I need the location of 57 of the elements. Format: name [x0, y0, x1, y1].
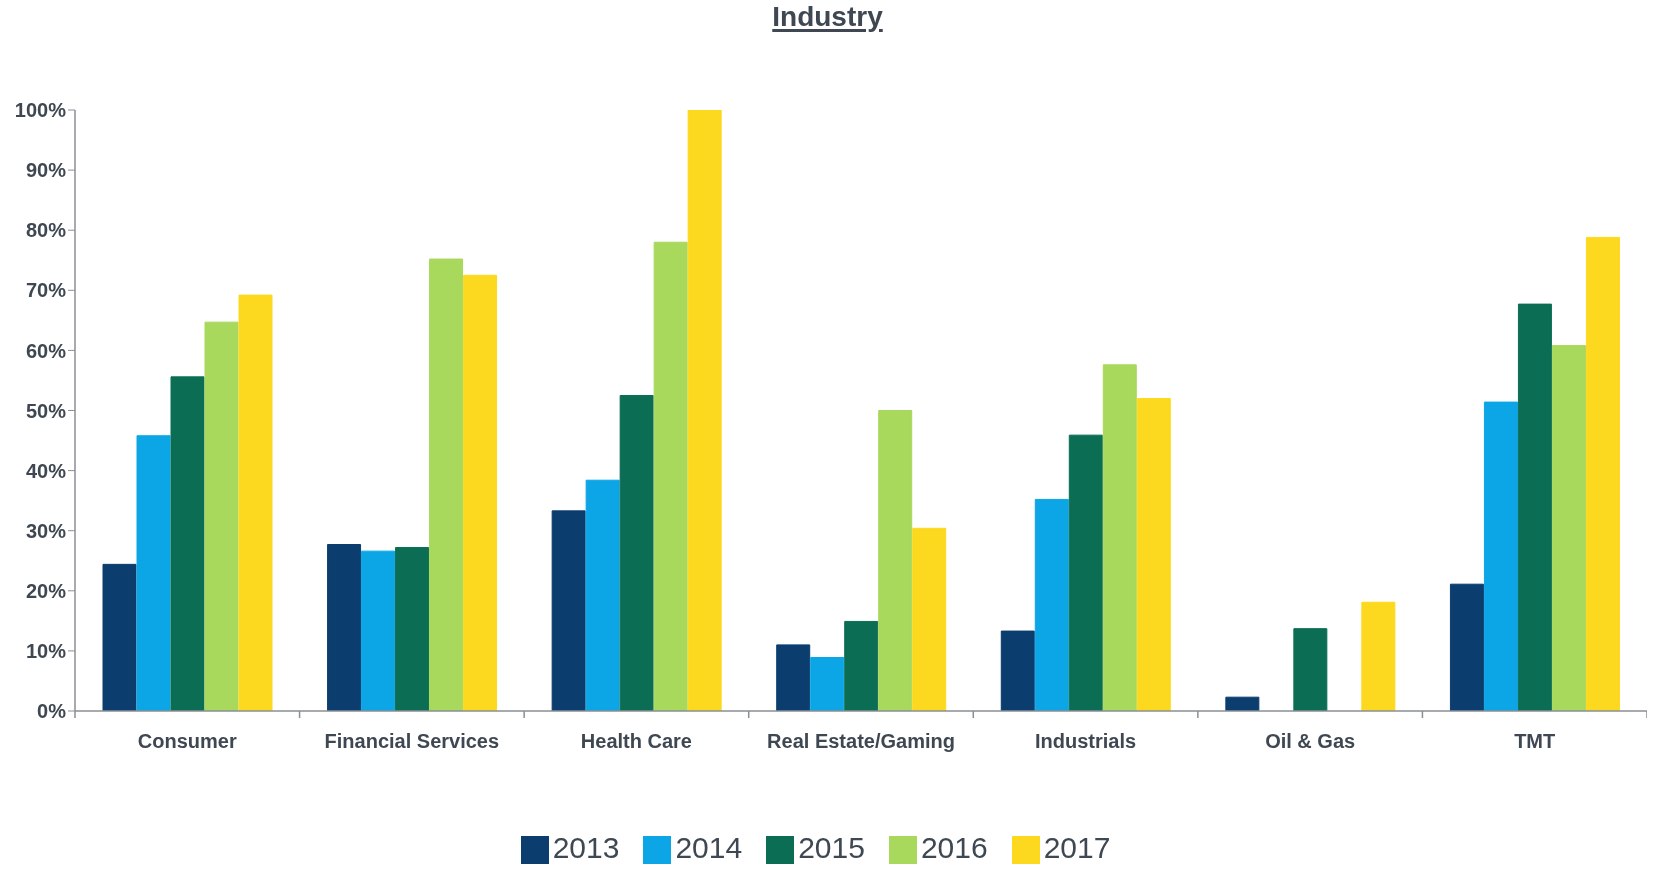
y-tick-label: 70%	[25, 279, 67, 302]
legend-label: 2017	[1043, 831, 1111, 864]
bar	[551, 510, 586, 711]
y-tick-label: 60%	[25, 339, 67, 362]
bar	[1585, 236, 1620, 711]
bar	[1000, 630, 1035, 711]
bar	[619, 394, 654, 711]
y-tick-label: 100%	[14, 99, 67, 122]
y-tick-label: 0%	[37, 700, 67, 723]
bar	[170, 376, 205, 711]
legend-label: 2015	[798, 831, 865, 864]
bar	[1068, 434, 1103, 711]
legend-label: 2013	[552, 831, 620, 864]
y-tick-label: 40%	[25, 459, 67, 482]
bar	[878, 410, 913, 711]
bar	[361, 550, 396, 711]
bar	[327, 544, 362, 711]
x-tick-label: Financial Services	[324, 730, 500, 752]
x-tick-label: TMT	[1514, 730, 1556, 752]
bar	[1517, 303, 1552, 711]
y-tick-label: 50%	[25, 399, 67, 422]
y-tick-label: 20%	[25, 579, 67, 602]
bar	[653, 241, 688, 711]
bar	[1225, 696, 1260, 711]
y-tick-label: 10%	[25, 640, 67, 662]
x-tick-label: Industrials	[1035, 730, 1137, 752]
y-tick-label: 80%	[25, 219, 67, 242]
bar	[687, 110, 722, 711]
bar	[776, 644, 811, 711]
x-tick-label: Real Estate/Gaming	[767, 730, 955, 752]
legend-label: 2014	[675, 831, 743, 864]
bar	[136, 435, 171, 711]
bar	[1102, 364, 1137, 711]
y-tick-label: 30%	[25, 519, 67, 542]
bar	[844, 620, 879, 711]
bar	[912, 527, 947, 711]
bar	[1361, 601, 1396, 711]
x-tick-label: Health Care	[580, 730, 693, 752]
bar	[238, 294, 273, 711]
bar	[463, 274, 498, 711]
bar	[429, 258, 464, 711]
bar	[1293, 628, 1328, 711]
legend-label: 2016	[920, 831, 988, 864]
bar	[102, 563, 137, 711]
bar	[1551, 345, 1586, 711]
y-tick-label: 90%	[25, 159, 67, 182]
bar	[1136, 397, 1171, 711]
x-tick-label: Consumer	[137, 730, 237, 752]
bar	[1483, 401, 1518, 711]
x-tick-label: Oil & Gas	[1265, 730, 1356, 752]
bar	[1034, 498, 1069, 711]
bar	[204, 321, 239, 711]
bar	[585, 479, 620, 711]
bar	[810, 657, 845, 711]
bar	[1449, 583, 1484, 711]
chart-title: Industry	[771, 1, 884, 33]
bar	[395, 547, 430, 711]
